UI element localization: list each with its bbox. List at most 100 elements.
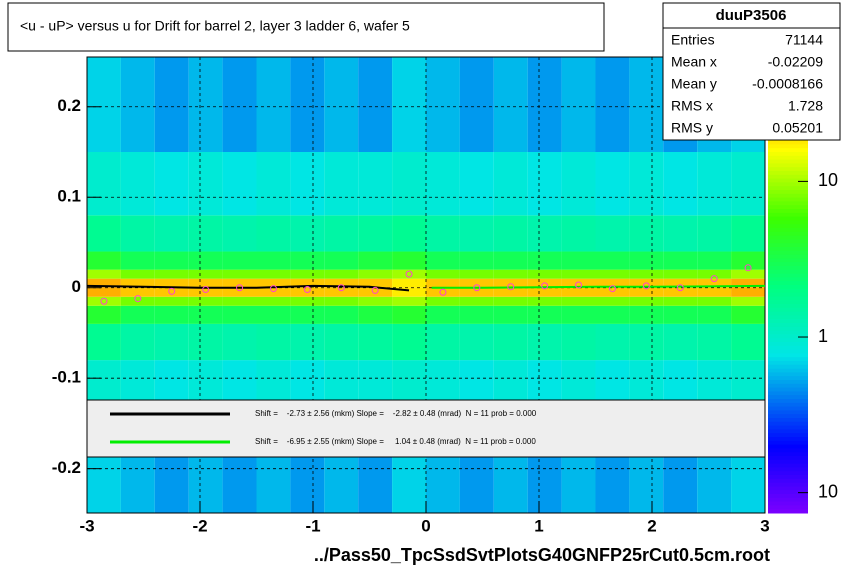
heat-cell bbox=[188, 278, 223, 288]
fit-line bbox=[431, 284, 766, 289]
palette-band bbox=[768, 421, 808, 427]
heat-cell bbox=[392, 152, 426, 216]
palette-band bbox=[768, 228, 808, 233]
heat-cell bbox=[426, 278, 460, 288]
heat-cell bbox=[493, 296, 528, 306]
heat-cell bbox=[663, 287, 698, 297]
palette-band bbox=[768, 292, 808, 297]
palette-band bbox=[768, 296, 808, 301]
stats-key: RMS x bbox=[671, 98, 713, 114]
heat-cell bbox=[392, 251, 426, 270]
heat-cell bbox=[290, 296, 325, 306]
heat-cell bbox=[222, 152, 257, 216]
palette-band bbox=[768, 471, 808, 476]
heat-cell bbox=[459, 269, 494, 279]
heat-cell bbox=[731, 269, 765, 279]
profile-marker bbox=[202, 286, 210, 294]
x-tick-label: 3 bbox=[760, 516, 769, 535]
heat-cell bbox=[527, 251, 562, 270]
heat-cell bbox=[697, 296, 732, 306]
heat-cell bbox=[87, 287, 121, 297]
palette-band bbox=[768, 372, 808, 377]
stats-key: Entries bbox=[671, 32, 715, 48]
heat-cell bbox=[154, 323, 189, 361]
profile-marker bbox=[744, 264, 752, 272]
profile-marker bbox=[439, 288, 447, 296]
heat-cell bbox=[256, 305, 291, 324]
heat-cell bbox=[392, 57, 426, 152]
palette-band bbox=[768, 319, 808, 324]
palette-band bbox=[768, 201, 808, 206]
heat-cell bbox=[256, 287, 291, 297]
palette-band bbox=[768, 501, 808, 506]
heat-cell bbox=[697, 278, 732, 288]
profile-marker bbox=[676, 284, 684, 292]
profile-marker bbox=[100, 297, 108, 305]
heat-cell bbox=[120, 278, 155, 288]
palette-band bbox=[768, 410, 808, 415]
palette-band bbox=[768, 197, 808, 202]
heat-cell bbox=[493, 251, 528, 270]
heat-cell bbox=[358, 152, 393, 216]
heat-cell bbox=[358, 323, 393, 361]
heat-cell bbox=[426, 305, 460, 324]
heat-cell bbox=[222, 57, 257, 152]
heat-cell bbox=[358, 215, 393, 252]
heat-cell bbox=[188, 296, 223, 306]
palette-band bbox=[768, 368, 808, 373]
heat-cell bbox=[392, 287, 426, 297]
profile-marker bbox=[541, 282, 549, 290]
heat-cell bbox=[595, 278, 630, 288]
heat-cell bbox=[697, 269, 732, 279]
palette-band bbox=[768, 304, 808, 309]
palette-band bbox=[768, 357, 808, 362]
heat-cell bbox=[527, 296, 562, 306]
stats-key: Mean x bbox=[671, 54, 717, 70]
heat-cell bbox=[527, 269, 562, 279]
heat-cell bbox=[561, 296, 596, 306]
heat-cell bbox=[629, 215, 664, 252]
y-tick-label: -0.2 bbox=[52, 458, 81, 477]
heat-cell bbox=[120, 287, 155, 297]
heat-cell bbox=[290, 152, 325, 216]
heat-cell bbox=[87, 269, 121, 279]
stats-value: -0.02209 bbox=[768, 54, 823, 70]
heat-cell bbox=[87, 57, 121, 152]
heat-cell bbox=[629, 287, 664, 297]
legend-label: Shift = -6.95 ± 2.55 (mkm) Slope = 1.04 … bbox=[255, 437, 536, 446]
heat-cell bbox=[561, 278, 596, 288]
heat-cell bbox=[154, 57, 189, 152]
heat-cell bbox=[358, 296, 393, 306]
heat-cell bbox=[493, 57, 528, 152]
heat-cell bbox=[527, 57, 562, 152]
heat-cell bbox=[324, 215, 359, 252]
profile-marker bbox=[168, 287, 176, 295]
heat-cell bbox=[697, 287, 732, 297]
heat-cell bbox=[629, 296, 664, 306]
palette-band bbox=[768, 307, 808, 313]
heat-cell bbox=[459, 305, 494, 324]
heat-cell bbox=[459, 278, 494, 288]
palette-band bbox=[768, 505, 808, 510]
heat-cell bbox=[426, 251, 460, 270]
heat-cell bbox=[426, 296, 460, 306]
heat-cell bbox=[290, 269, 325, 279]
palette-band bbox=[768, 231, 808, 237]
heat-cell bbox=[290, 251, 325, 270]
heat-cell bbox=[426, 215, 460, 252]
heat-cell bbox=[87, 251, 121, 270]
fit-line bbox=[86, 284, 410, 292]
palette-band bbox=[768, 402, 808, 408]
heat-cell bbox=[324, 323, 359, 361]
title-box bbox=[7, 2, 605, 52]
heat-cell bbox=[87, 215, 121, 252]
palette-band bbox=[768, 330, 808, 335]
palette-band bbox=[768, 345, 808, 351]
palette-band bbox=[768, 399, 808, 404]
heat-cell bbox=[290, 215, 325, 252]
palette-band bbox=[768, 425, 808, 430]
palette-band bbox=[768, 148, 808, 153]
heat-cell bbox=[290, 57, 325, 152]
profile-marker bbox=[642, 282, 650, 290]
palette-band bbox=[768, 326, 808, 332]
